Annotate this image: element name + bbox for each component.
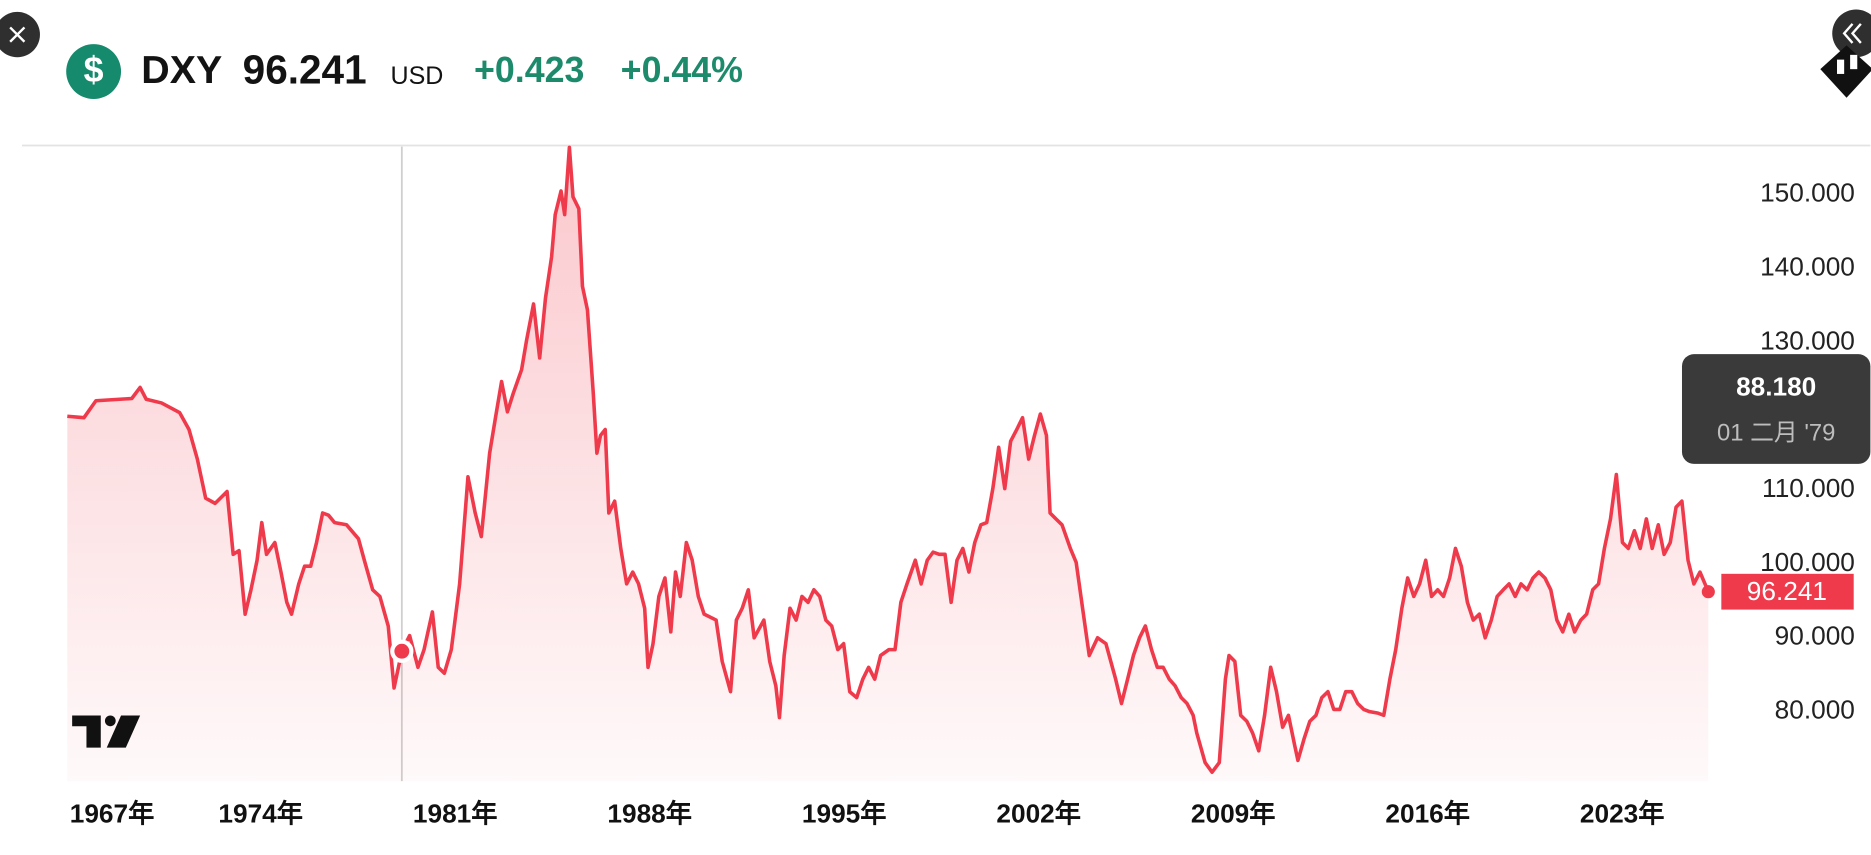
x-tick-label: 1967年 [70, 799, 155, 829]
y-tick-label: 80.000 [1775, 695, 1855, 725]
x-tick-label: 2009年 [1191, 799, 1276, 829]
change-percent: +0.44% [621, 50, 743, 90]
y-tick-label: 100.000 [1760, 547, 1855, 577]
y-tick-label: 90.000 [1775, 621, 1855, 651]
x-tick-label: 2002年 [996, 799, 1081, 829]
price: 96.241 [243, 46, 367, 92]
tradingview-logo [72, 715, 141, 748]
currency-icon [66, 44, 122, 99]
panel-toggle[interactable] [1832, 9, 1871, 58]
x-tick-label: 1995年 [802, 799, 887, 829]
chart-style-candle[interactable] [1837, 59, 1845, 74]
tooltip-date: 01 二月 '79 [1717, 419, 1835, 446]
y-tick-label: 130.000 [1760, 325, 1855, 355]
plot-area: 80.00090.000100.000110.000120.000130.000… [67, 145, 1871, 829]
chart-style-candle[interactable] [1850, 54, 1858, 70]
area-fill [67, 147, 1709, 782]
last-price-label: 96.241 [1747, 576, 1827, 606]
chart-style-shape[interactable] [1820, 45, 1871, 98]
logo-v [106, 715, 141, 748]
close-button[interactable] [0, 11, 40, 58]
x-tick-label: 2016年 [1385, 799, 1470, 829]
y-tick-label: 150.000 [1760, 178, 1855, 208]
last-price-dot [1701, 585, 1715, 599]
x-tick-label: 1981年 [413, 799, 498, 829]
currency-icon-glyph: $ [84, 50, 104, 90]
panel-toggle-icon[interactable] [1842, 23, 1862, 44]
crosshair-marker [390, 639, 414, 663]
currency: USD [391, 62, 444, 90]
symbol: DXY [141, 48, 222, 92]
last-price-tag [1721, 573, 1854, 610]
y-tick-label: 140.000 [1760, 251, 1855, 281]
logo-dot [104, 715, 116, 727]
tooltip-value: 88.180 [1736, 372, 1816, 402]
tooltip-box [1681, 354, 1871, 464]
price-line [67, 145, 1710, 774]
x-tick-label: 1988年 [607, 799, 692, 829]
chart-style-button[interactable] [1820, 45, 1871, 98]
y-tick-label: 110.000 [1762, 473, 1855, 503]
x-tick-label: 2023年 [1580, 799, 1665, 829]
close-circle[interactable] [0, 11, 40, 58]
change: +0.423 [474, 50, 584, 90]
x-tick-label: 1974年 [218, 799, 303, 829]
logo-t [72, 715, 101, 748]
close-icon[interactable] [9, 26, 26, 43]
